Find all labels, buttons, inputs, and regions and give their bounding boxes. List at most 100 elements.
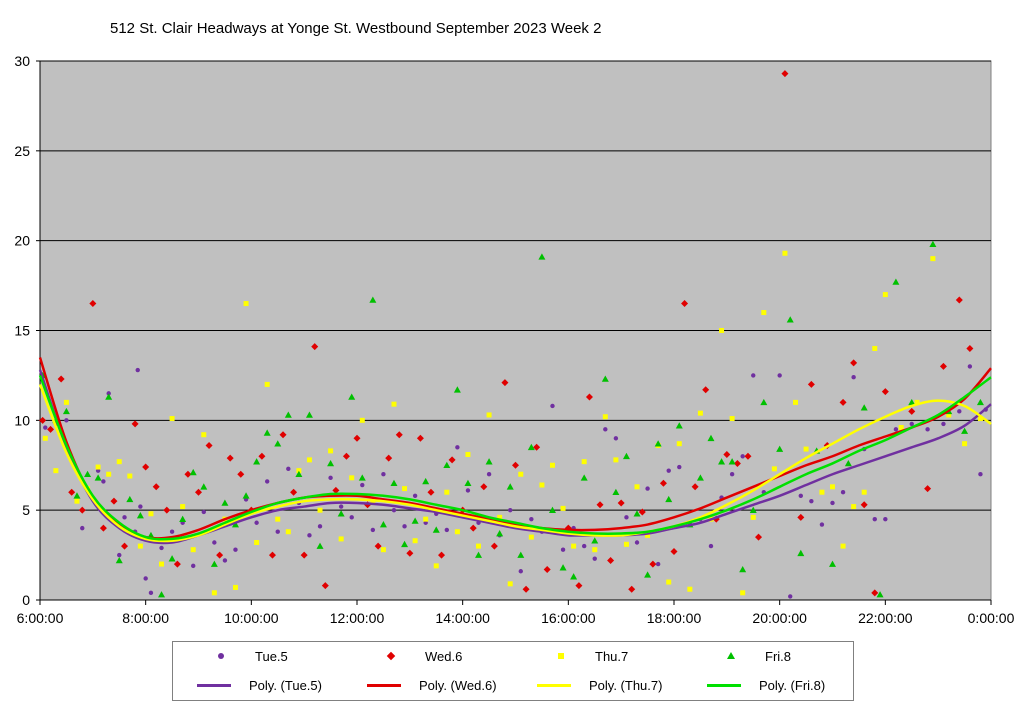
x-tick-label: 10:00:00 <box>224 610 279 626</box>
data-point <box>74 498 80 504</box>
y-tick-label: 25 <box>14 143 30 159</box>
data-point <box>212 540 217 545</box>
data-point <box>163 506 171 514</box>
data-point <box>898 425 904 431</box>
legend-marker-circle-icon <box>203 649 249 663</box>
data-point <box>106 471 112 477</box>
data-point <box>391 401 397 407</box>
data-point <box>624 515 629 520</box>
data-point <box>654 440 662 447</box>
data-point <box>94 474 102 481</box>
data-point <box>200 483 208 490</box>
data-point <box>360 482 365 488</box>
data-point <box>908 407 916 415</box>
data-point <box>543 565 551 573</box>
legend-marker-diamond-icon <box>373 649 419 663</box>
data-point <box>638 508 646 516</box>
data-point <box>427 488 435 496</box>
data-point <box>786 316 794 323</box>
data-point <box>432 526 440 533</box>
legend-label: Fri.8 <box>765 648 791 664</box>
legend-marker-square-icon <box>543 649 589 663</box>
data-point <box>221 499 229 506</box>
data-point <box>860 501 868 509</box>
data-point <box>506 483 514 490</box>
data-point <box>571 543 577 549</box>
data-point <box>402 524 407 529</box>
data-point <box>127 473 133 479</box>
data-point <box>819 489 825 495</box>
data-point <box>110 497 118 505</box>
data-point <box>670 547 678 555</box>
data-point <box>300 551 308 559</box>
data-point <box>755 533 763 541</box>
data-point <box>453 386 461 393</box>
data-point <box>190 547 196 553</box>
data-point <box>777 373 782 378</box>
data-point <box>839 398 847 406</box>
data-point <box>560 547 566 552</box>
data-point <box>602 414 608 420</box>
data-point <box>296 468 302 474</box>
data-point <box>349 515 354 520</box>
data-point <box>243 301 249 307</box>
data-point <box>893 427 899 432</box>
data-point <box>592 556 597 561</box>
data-point <box>560 505 566 511</box>
data-point <box>316 542 324 549</box>
data-point <box>518 569 523 574</box>
data-point <box>977 416 983 422</box>
data-point <box>412 538 418 544</box>
data-point <box>455 445 460 450</box>
data-point <box>268 551 276 559</box>
data-point <box>126 495 134 503</box>
data-point <box>211 590 217 596</box>
y-tick-label: 5 <box>22 502 30 518</box>
data-point <box>138 504 143 509</box>
data-point <box>68 488 76 496</box>
data-point <box>851 504 857 510</box>
x-tick-label: 16:00:00 <box>541 610 596 626</box>
data-point <box>644 571 652 578</box>
data-point <box>781 70 789 78</box>
data-point <box>464 479 472 487</box>
data-point <box>469 524 477 532</box>
data-point <box>353 434 361 442</box>
data-point <box>844 459 852 467</box>
data-point <box>328 475 333 481</box>
legend-entry-poly-tue5: Poly. (Tue.5) <box>197 674 322 696</box>
data-point <box>105 393 113 400</box>
data-point <box>548 506 556 513</box>
data-point <box>390 479 398 487</box>
data-point <box>957 409 962 414</box>
legend-label: Poly. (Wed.6) <box>419 677 497 693</box>
data-point <box>233 547 238 552</box>
data-point <box>391 507 397 513</box>
y-tick-label: 15 <box>14 323 30 339</box>
data-point <box>807 380 815 388</box>
data-point <box>750 514 756 520</box>
data-point <box>585 393 593 401</box>
data-point <box>131 420 139 428</box>
data-point <box>592 547 598 553</box>
data-point <box>914 399 920 405</box>
data-point <box>275 516 281 522</box>
data-point <box>550 403 555 409</box>
data-point <box>797 549 805 557</box>
data-point <box>42 435 48 441</box>
data-point <box>242 492 250 499</box>
legend-label: Poly. (Thu.7) <box>589 677 663 693</box>
data-point <box>718 458 726 465</box>
data-point <box>729 416 735 422</box>
data-point <box>286 466 291 472</box>
data-point <box>908 398 916 406</box>
x-tick-label: 6:00:00 <box>17 610 64 626</box>
data-point <box>222 558 228 563</box>
data-point <box>760 398 768 406</box>
data-point <box>723 450 731 458</box>
data-point <box>73 492 81 499</box>
x-tick-label: 18:00:00 <box>647 610 702 626</box>
y-tick-label: 0 <box>22 592 30 608</box>
data-point <box>782 250 788 256</box>
data-point <box>57 375 65 383</box>
